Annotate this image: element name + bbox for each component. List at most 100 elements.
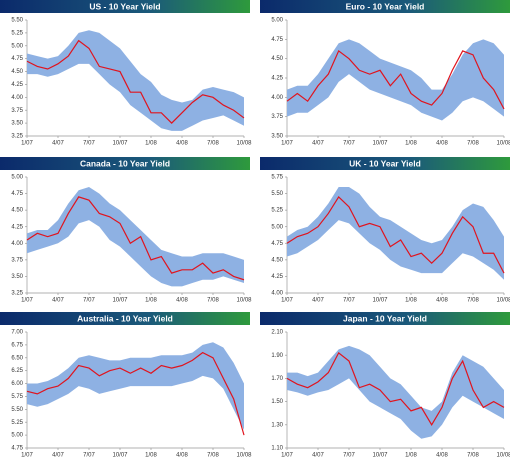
y-tick-label: 4.75 xyxy=(11,191,23,197)
y-tick-label: 3.25 xyxy=(11,291,23,297)
x-tick-label: 1/07 xyxy=(281,141,293,147)
title-bar xyxy=(260,0,510,13)
y-tick-label: 4.50 xyxy=(271,56,283,62)
x-tick-label: 10/08 xyxy=(236,453,252,459)
x-tick-label: 7/07 xyxy=(83,298,95,304)
yield-line xyxy=(26,39,245,124)
x-tick-label: 4/07 xyxy=(312,453,324,459)
yield-line xyxy=(26,196,245,281)
y-tick-label: 4.00 xyxy=(11,95,23,101)
x-tick-label: 7/08 xyxy=(207,298,219,304)
x-tick-label: 10/07 xyxy=(372,298,388,304)
y-tick-label: 4.50 xyxy=(11,69,23,75)
chart-title: UK - 10 Year Yield xyxy=(349,158,421,168)
y-tick-label: 5.50 xyxy=(271,191,283,197)
x-tick-label: 1/07 xyxy=(281,298,293,304)
y-tick-label: 3.75 xyxy=(11,257,23,263)
x-tick-label: 7/08 xyxy=(207,453,219,459)
y-tick-label: 4.50 xyxy=(11,208,23,214)
chart-title: Australia - 10 Year Yield xyxy=(77,313,173,323)
y-tick-label: 4.25 xyxy=(11,224,23,230)
y-tick-label: 5.75 xyxy=(271,175,283,181)
y-tick-label: 6.00 xyxy=(11,381,23,387)
x-tick-label: 7/08 xyxy=(467,298,479,304)
x-tick-label: 1/07 xyxy=(21,141,33,147)
x-tick-label: 1/08 xyxy=(405,453,417,459)
x-tick-label: 4/08 xyxy=(436,453,448,459)
x-tick-label: 10/07 xyxy=(372,453,388,459)
y-tick-label: 5.75 xyxy=(11,394,23,400)
y-tick-label: 5.25 xyxy=(271,208,283,214)
y-tick-label: 3.50 xyxy=(11,121,23,127)
y-tick-label: 3.25 xyxy=(11,134,23,140)
y-tick-label: 1.90 xyxy=(271,353,283,359)
x-tick-label: 7/07 xyxy=(343,141,355,147)
y-tick-label: 2.10 xyxy=(271,330,283,336)
band xyxy=(27,186,244,287)
band xyxy=(27,30,244,131)
x-tick-label: 4/07 xyxy=(312,141,324,147)
y-tick-label: 3.50 xyxy=(11,274,23,280)
y-tick-label: 5.50 xyxy=(11,407,23,413)
x-tick-label: 4/07 xyxy=(52,141,64,147)
chart-title: US - 10 Year Yield xyxy=(89,1,160,11)
x-tick-label: 10/07 xyxy=(112,453,128,459)
y-tick-label: 5.00 xyxy=(11,43,23,49)
y-tick-label: 5.25 xyxy=(11,420,23,426)
x-tick-label: 7/08 xyxy=(467,453,479,459)
x-tick-label: 4/08 xyxy=(176,298,188,304)
title-bar xyxy=(0,0,250,13)
yield-line xyxy=(26,351,245,436)
y-tick-label: 4.00 xyxy=(11,241,23,247)
x-tick-label: 10/08 xyxy=(236,141,252,147)
y-tick-label: 4.50 xyxy=(271,257,283,263)
x-tick-label: 10/08 xyxy=(496,298,510,304)
y-tick-label: 3.75 xyxy=(271,114,283,120)
x-tick-label: 1/08 xyxy=(145,453,157,459)
band xyxy=(287,186,504,280)
x-tick-label: 4/08 xyxy=(176,453,188,459)
y-tick-label: 1.70 xyxy=(271,376,283,382)
title-bar xyxy=(0,157,250,170)
yield-line xyxy=(286,195,505,274)
y-tick-label: 1.10 xyxy=(271,446,283,452)
y-tick-label: 3.75 xyxy=(11,108,23,114)
x-tick-label: 4/07 xyxy=(52,298,64,304)
title-bar xyxy=(260,312,510,325)
x-tick-label: 1/08 xyxy=(145,298,157,304)
y-tick-label: 1.30 xyxy=(271,422,283,428)
y-tick-label: 4.25 xyxy=(271,274,283,280)
x-tick-label: 10/07 xyxy=(112,298,128,304)
chart-title: Canada - 10 Year Yield xyxy=(80,158,170,168)
x-tick-label: 7/07 xyxy=(83,453,95,459)
title-bar xyxy=(260,157,510,170)
x-tick-label: 1/07 xyxy=(21,453,33,459)
y-tick-label: 4.00 xyxy=(271,291,283,297)
x-tick-label: 1/07 xyxy=(281,453,293,459)
y-tick-label: 5.25 xyxy=(11,30,23,36)
x-tick-label: 1/08 xyxy=(405,298,417,304)
yield-line xyxy=(286,351,505,426)
x-tick-label: 7/07 xyxy=(343,298,355,304)
x-tick-label: 4/08 xyxy=(176,141,188,147)
x-tick-label: 10/07 xyxy=(112,141,128,147)
x-tick-label: 10/08 xyxy=(496,453,510,459)
y-tick-label: 4.75 xyxy=(271,241,283,247)
y-tick-label: 5.00 xyxy=(11,175,23,181)
chart-title: Japan - 10 Year Yield xyxy=(343,313,427,323)
y-tick-label: 3.50 xyxy=(271,134,283,140)
y-tick-label: 5.00 xyxy=(271,224,283,230)
x-tick-label: 4/08 xyxy=(436,141,448,147)
chart-title: Euro - 10 Year Yield xyxy=(346,1,425,11)
y-tick-label: 5.00 xyxy=(11,433,23,439)
x-tick-label: 10/08 xyxy=(236,298,252,304)
x-tick-label: 1/07 xyxy=(21,298,33,304)
yield-line xyxy=(286,50,505,110)
y-tick-label: 6.25 xyxy=(11,368,23,374)
y-tick-label: 5.00 xyxy=(271,18,283,24)
x-tick-label: 7/07 xyxy=(343,453,355,459)
band xyxy=(27,342,244,430)
x-tick-label: 4/07 xyxy=(312,298,324,304)
